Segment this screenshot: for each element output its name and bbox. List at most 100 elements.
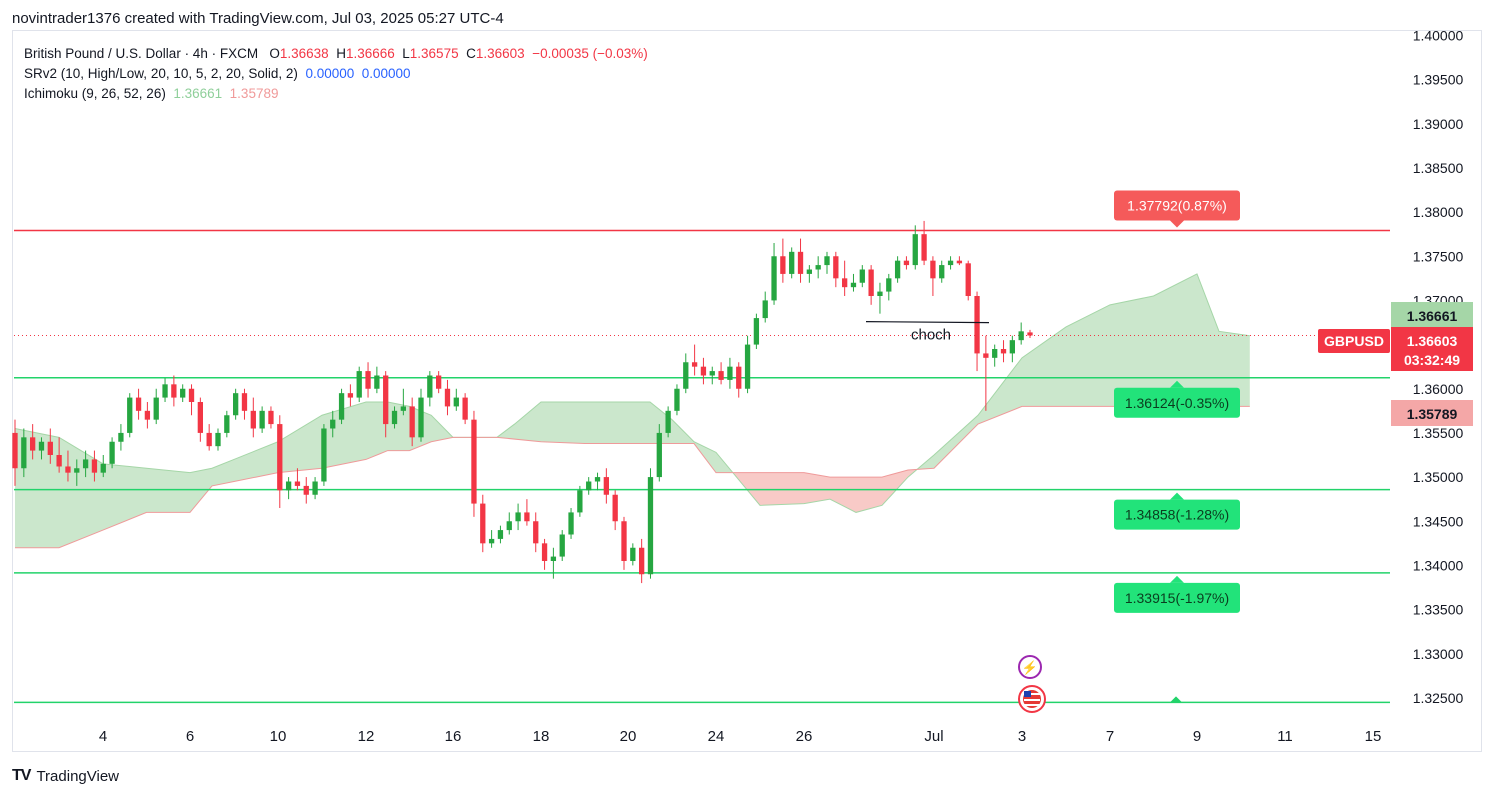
candle-body[interactable] — [321, 428, 327, 482]
candle-body[interactable] — [294, 481, 301, 486]
candle-body[interactable] — [780, 256, 786, 274]
level-badge[interactable] — [1114, 387, 1240, 418]
tradingview-footer[interactable]: TV TradingView — [12, 767, 119, 785]
candle-body[interactable] — [91, 459, 98, 473]
candle-body[interactable] — [709, 371, 715, 376]
candle-body[interactable] — [418, 397, 424, 438]
candle-body[interactable] — [700, 366, 707, 376]
candle-body[interactable] — [833, 256, 839, 279]
candle-body[interactable] — [277, 424, 283, 491]
candle-body[interactable] — [471, 419, 477, 504]
candle-body[interactable] — [903, 260, 910, 266]
ichimoku-a-price-badge[interactable] — [1391, 302, 1473, 328]
candle-body[interactable] — [727, 366, 733, 380]
candle-body[interactable] — [383, 375, 389, 425]
candle-body[interactable] — [109, 441, 115, 464]
candle-body[interactable] — [965, 263, 971, 296]
candle-body[interactable] — [603, 477, 609, 495]
candle-body[interactable] — [347, 393, 354, 398]
candle-body[interactable] — [224, 415, 230, 433]
candle-body[interactable] — [233, 393, 239, 416]
candle-body[interactable] — [868, 269, 874, 297]
legend-srv2-row[interactable]: SRv2 (10, High/Low, 20, 10, 5, 2, 20, So… — [24, 64, 648, 84]
candle-body[interactable] — [842, 278, 848, 288]
candle-body[interactable] — [303, 485, 309, 495]
candle-body[interactable] — [789, 251, 795, 274]
candle-body[interactable] — [683, 362, 689, 389]
candle-body[interactable] — [188, 388, 195, 402]
level-badge[interactable] — [1114, 499, 1240, 530]
candle-body[interactable] — [1009, 340, 1015, 354]
candle-body[interactable] — [12, 432, 18, 469]
candle-body[interactable] — [21, 437, 27, 469]
candle-body[interactable] — [656, 432, 662, 478]
candle-body[interactable] — [330, 419, 336, 429]
candle-body[interactable] — [524, 512, 530, 522]
candle-body[interactable] — [180, 388, 186, 398]
candle-body[interactable] — [436, 375, 442, 389]
candle-body[interactable] — [1027, 332, 1033, 336]
candle-body[interactable] — [365, 371, 371, 389]
candle-body[interactable] — [859, 269, 865, 283]
candle-body[interactable] — [612, 494, 618, 522]
candle-body[interactable] — [427, 375, 433, 398]
candle-body[interactable] — [806, 269, 812, 274]
candle-body[interactable] — [894, 260, 901, 279]
candle-body[interactable] — [356, 371, 362, 398]
candle-body[interactable] — [144, 410, 151, 420]
candle-body[interactable] — [30, 437, 36, 451]
last-price-badge[interactable] — [1391, 327, 1473, 371]
level-badge[interactable] — [1114, 582, 1240, 613]
candle-body[interactable] — [135, 397, 142, 411]
candle-body[interactable] — [577, 490, 583, 513]
candle-body[interactable] — [171, 384, 177, 398]
candle-body[interactable] — [38, 441, 45, 451]
candle-body[interactable] — [250, 410, 256, 429]
candle-body[interactable] — [753, 318, 760, 345]
candle-body[interactable] — [56, 455, 62, 467]
candle-body[interactable] — [921, 234, 927, 261]
candle-body[interactable] — [515, 512, 521, 522]
candle-body[interactable] — [268, 410, 274, 425]
candle-body[interactable] — [939, 265, 945, 279]
candle-body[interactable] — [241, 393, 248, 411]
candle-body[interactable] — [771, 256, 777, 301]
candle-body[interactable] — [1000, 349, 1007, 354]
candle-body[interactable] — [153, 397, 159, 420]
symbol-badge[interactable] — [1318, 329, 1390, 353]
candle-body[interactable] — [400, 406, 406, 411]
level-badge[interactable] — [1114, 190, 1240, 221]
candle-body[interactable] — [947, 260, 954, 266]
lightning-event-icon[interactable] — [1018, 655, 1042, 679]
candle-body[interactable] — [215, 432, 221, 447]
candle-body[interactable] — [621, 521, 627, 561]
candle-body[interactable] — [259, 410, 265, 429]
candle-body[interactable] — [462, 397, 468, 420]
candle-body[interactable] — [453, 397, 459, 407]
candle-body[interactable] — [444, 388, 451, 407]
candle-body[interactable] — [674, 388, 680, 411]
candle-body[interactable] — [815, 265, 821, 270]
candle-body[interactable] — [956, 260, 963, 264]
legend-ichimoku-row[interactable]: Ichimoku (9, 26, 52, 26) 1.36661 1.35789 — [24, 84, 648, 104]
candle-body[interactable] — [312, 481, 318, 495]
candle-body[interactable] — [374, 375, 380, 389]
candle-body[interactable] — [559, 534, 565, 557]
candle-body[interactable] — [983, 353, 989, 358]
candle-body[interactable] — [930, 260, 936, 279]
candle-body[interactable] — [100, 463, 106, 473]
candle-body[interactable] — [850, 282, 857, 288]
candle-body[interactable] — [691, 362, 698, 367]
candle-body[interactable] — [285, 481, 292, 491]
candle-body[interactable] — [127, 397, 133, 433]
candle-body[interactable] — [992, 349, 998, 358]
candle-body[interactable] — [974, 296, 980, 354]
candle-body[interactable] — [480, 503, 486, 544]
candle-body[interactable] — [665, 410, 671, 433]
candle-body[interactable] — [338, 393, 345, 420]
candle-body[interactable] — [541, 543, 548, 561]
candle-body[interactable] — [630, 547, 636, 561]
candle-body[interactable] — [639, 547, 645, 575]
legend-symbol-row[interactable]: British Pound / U.S. Dollar · 4h · FXCM … — [24, 44, 648, 64]
